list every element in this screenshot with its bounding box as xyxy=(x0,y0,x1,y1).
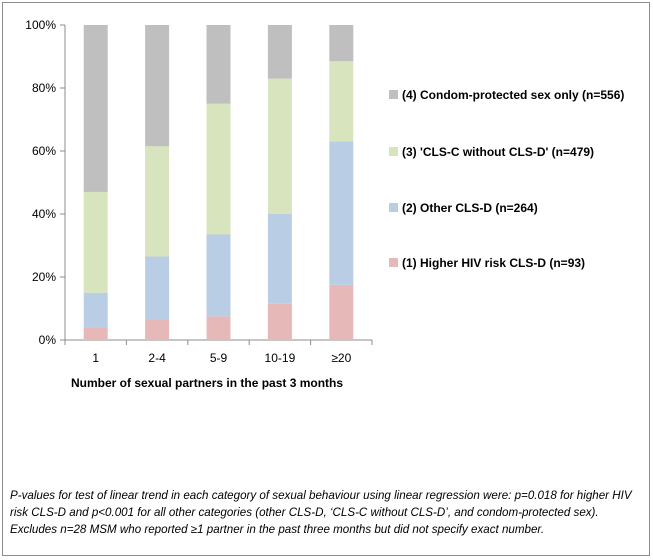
x-axis-title: Number of sexual partners in the past 3 … xyxy=(71,376,343,390)
bar-segment xyxy=(83,25,108,192)
x-tick-label: 5-9 xyxy=(210,351,228,365)
x-tick-label: ≥20 xyxy=(331,351,351,365)
x-tick-label: 10-19 xyxy=(265,351,296,365)
bar-segment xyxy=(83,327,108,340)
bar-segment xyxy=(206,316,231,340)
legend-label: (2) Other CLS-D (n=264) xyxy=(402,201,538,215)
y-tick-label: 80% xyxy=(32,81,56,95)
bar-segment xyxy=(206,234,231,317)
stacked-bar-chart: 0% 20% 40% 60% 80% 100% 1 2-4 5-9 10-19 ≥20 Number … xyxy=(25,18,624,390)
bar-segment xyxy=(329,284,354,340)
bar-segment xyxy=(329,141,354,285)
x-tick-label: 2-4 xyxy=(148,351,166,365)
y-tick-label: 40% xyxy=(32,207,56,221)
footnote: P-values for test of linear trend in eac… xyxy=(10,489,632,536)
legend-swatch xyxy=(389,203,398,212)
legend-label: (1) Higher HIV risk CLS-D (n=93) xyxy=(402,256,585,270)
bar-segment xyxy=(206,25,231,104)
bar-segment xyxy=(145,319,170,340)
legend-swatch xyxy=(389,258,398,267)
y-tick-label: 0% xyxy=(39,333,57,347)
bar-segment xyxy=(267,303,292,340)
bar-segment xyxy=(83,292,108,328)
bar-segment xyxy=(329,61,354,142)
y-tick-label: 100% xyxy=(25,18,56,32)
bar-segment xyxy=(267,214,292,304)
bar-segment xyxy=(267,25,292,79)
bar-segment xyxy=(145,256,170,320)
bar-segment xyxy=(329,25,354,62)
y-tick-label: 60% xyxy=(32,144,56,158)
bar-segment xyxy=(267,78,292,214)
legend-label: (4) Condom-protected sex only (n=556) xyxy=(402,88,624,102)
legend-swatch xyxy=(389,90,398,99)
legend-swatch xyxy=(389,147,398,156)
y-tick-label: 20% xyxy=(32,270,56,284)
bar-segment xyxy=(145,25,170,147)
bar-segment xyxy=(83,191,108,293)
x-tick-label: 1 xyxy=(92,351,99,365)
legend-label: (3) 'CLS-C without CLS-D' (n=479) xyxy=(402,145,594,159)
bar-segment xyxy=(206,103,231,235)
bar-segment xyxy=(145,146,170,257)
